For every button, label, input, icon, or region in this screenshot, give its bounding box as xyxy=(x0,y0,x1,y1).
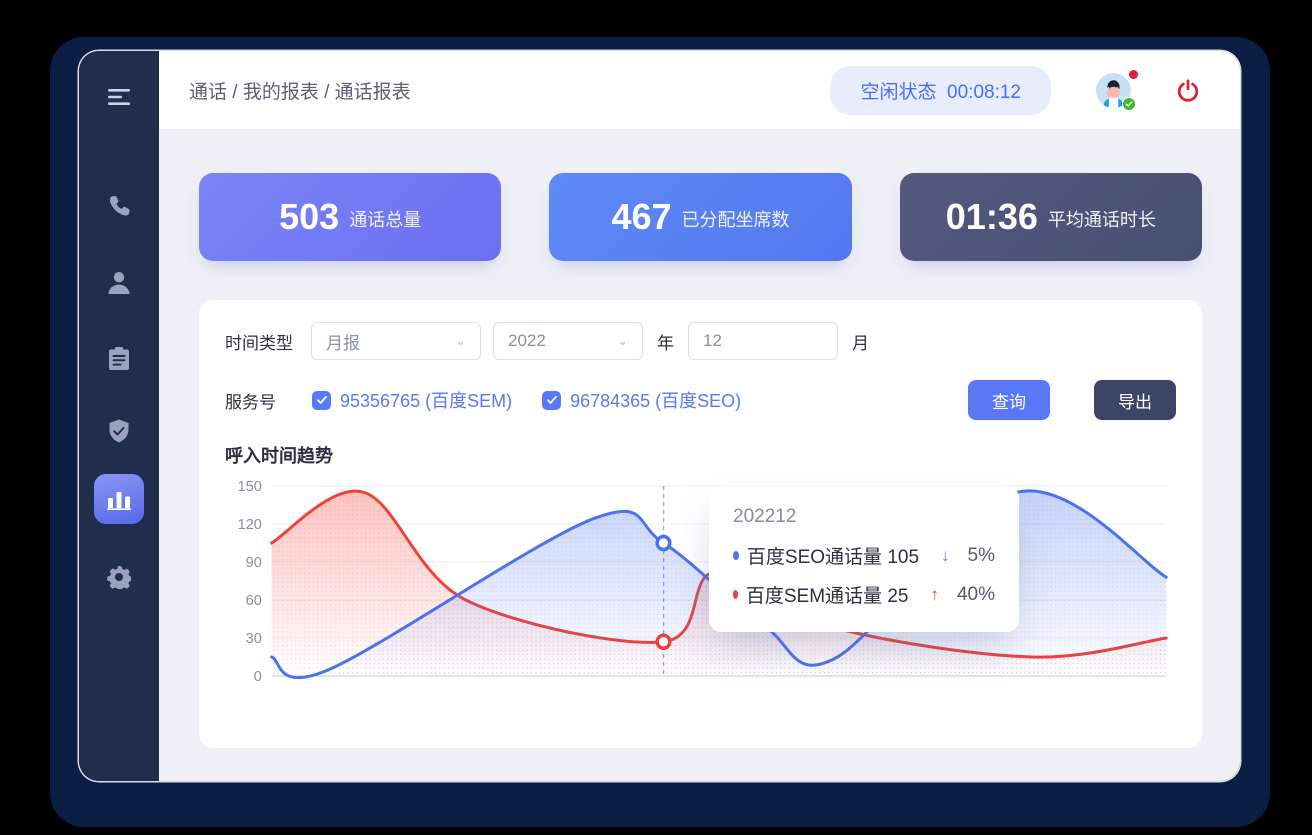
svg-text:120: 120 xyxy=(238,517,262,533)
svg-text:30: 30 xyxy=(246,631,262,647)
svg-text:150: 150 xyxy=(238,479,262,495)
svg-text:90: 90 xyxy=(246,555,262,571)
svg-text:0: 0 xyxy=(254,669,262,685)
svg-text:60: 60 xyxy=(246,593,262,609)
